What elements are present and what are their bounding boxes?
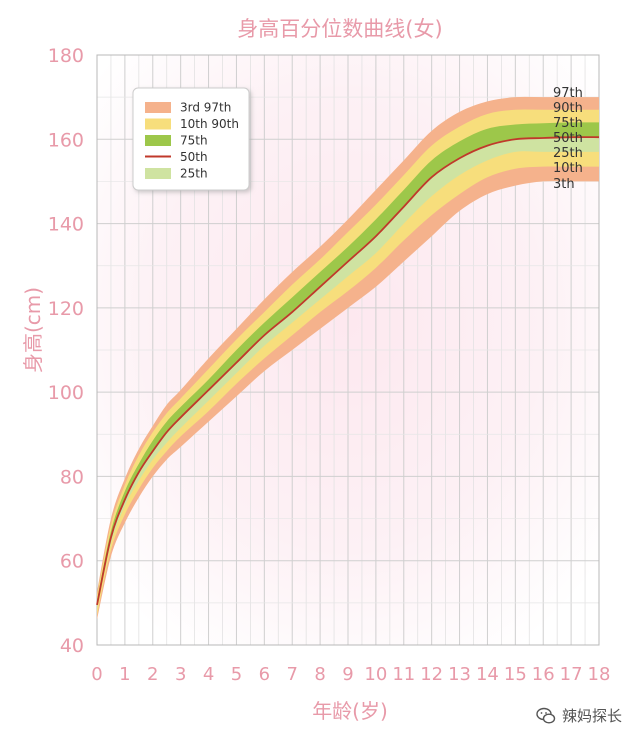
x-tick-label: 4	[203, 664, 214, 685]
x-tick-label: 10	[364, 664, 387, 685]
end-label-10th: 10th	[553, 161, 583, 176]
wechat-icon	[536, 707, 556, 724]
y-tick-label: 180	[48, 45, 84, 67]
legend-swatch-p3_97	[145, 102, 171, 113]
end-label-25th: 25th	[553, 146, 583, 161]
x-tick-label: 12	[420, 664, 443, 685]
line-50th	[96, 136, 600, 606]
x-tick-label: 1	[119, 664, 130, 685]
y-tick-label: 80	[60, 466, 84, 488]
x-tick-label: 15	[504, 664, 527, 685]
legend-label-p3_97: 3rd 97th	[180, 101, 231, 115]
chart-title: 身高百分位数曲线(女)	[237, 17, 442, 41]
x-tick-label: 2	[147, 664, 158, 685]
y-tick-label: 40	[60, 635, 84, 657]
x-tick-label: 16	[532, 664, 555, 685]
legend-box	[132, 87, 250, 191]
x-tick-label: 6	[259, 664, 270, 685]
y-tick-label: 60	[60, 551, 84, 573]
x-tick-label: 3	[175, 664, 186, 685]
watermark: 辣妈探长	[536, 705, 622, 726]
x-tick-label: 0	[91, 664, 102, 685]
band-10th-90th	[97, 109, 599, 616]
end-label-3th: 3th	[553, 177, 575, 192]
y-tick-label: 120	[48, 298, 84, 320]
x-tick-label: 5	[231, 664, 242, 685]
x-tick-label: 8	[314, 664, 325, 685]
x-tick-label: 14	[476, 664, 499, 685]
legend-label-p25: 25th	[180, 167, 208, 181]
legend-swatch-p25	[145, 168, 171, 179]
legend: 3rd 97th 10th 90th 75th 50th 25th	[132, 87, 250, 191]
x-tick-label: 17	[560, 664, 583, 685]
legend-swatch-p10_90	[145, 118, 171, 130]
legend-swatch-p75	[145, 135, 171, 146]
legend-label-p75: 75th	[180, 134, 208, 148]
percentile-bands	[96, 96, 600, 620]
y-axis-label: 身高(cm)	[21, 287, 45, 373]
x-axis-label: 年龄(岁)	[312, 699, 388, 723]
y-tick-label: 160	[48, 129, 84, 151]
y-tick-label: 100	[48, 382, 84, 404]
watermark-text: 辣妈探长	[561, 707, 622, 725]
x-tick-label: 18	[588, 664, 611, 685]
end-label-90th: 90th	[553, 101, 583, 116]
y-tick-label: 140	[48, 214, 84, 236]
x-tick-label: 11	[392, 664, 415, 685]
x-tick-label: 7	[286, 664, 297, 685]
end-label-75th: 75th	[553, 116, 583, 131]
end-label-97th: 97th	[553, 86, 583, 101]
legend-label-p10_90: 10th 90th	[180, 117, 239, 131]
legend-label-p50: 50th	[180, 150, 208, 164]
plot-frame	[96, 54, 600, 646]
axes: 0 1 2 3 4 5 6 7 8 9 10 11 12 13 14 15 16 17 18406080100120…	[48, 45, 611, 685]
end-label-50th: 50th	[553, 131, 583, 146]
x-tick-label: 13	[448, 664, 471, 685]
x-tick-label: 9	[342, 664, 353, 685]
